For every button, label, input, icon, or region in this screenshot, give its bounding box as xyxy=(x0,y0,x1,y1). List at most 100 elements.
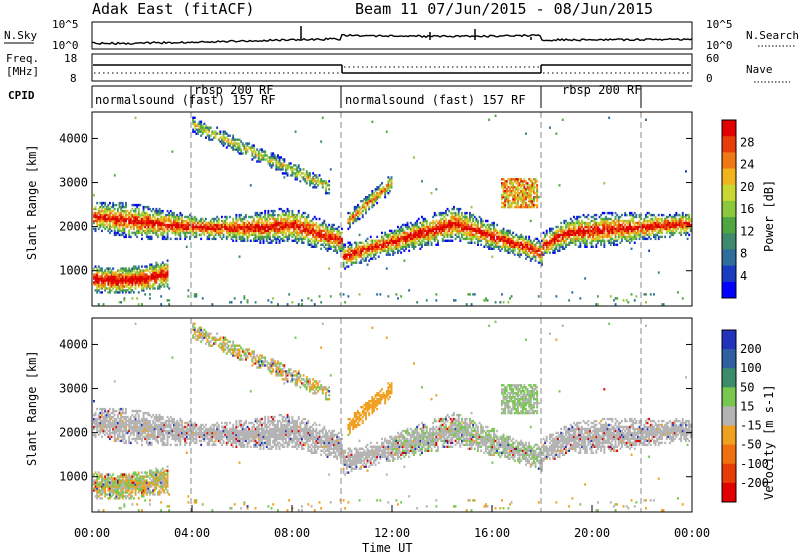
heatmap-cell xyxy=(619,241,622,244)
heatmap-cell xyxy=(259,237,262,241)
heatmap-cell xyxy=(457,211,460,215)
heatmap-cell xyxy=(331,237,334,241)
heatmap-cell xyxy=(629,221,631,225)
heatmap-cell xyxy=(230,140,233,143)
heatmap-cell xyxy=(520,196,523,199)
heatmap-cell xyxy=(94,205,97,209)
heatmap-cell xyxy=(360,200,363,203)
heatmap-cell xyxy=(270,225,273,229)
heatmap-cell xyxy=(141,283,143,286)
heatmap-cell xyxy=(577,235,580,239)
heatmap-cell xyxy=(643,233,646,237)
heatmap-cell xyxy=(390,176,393,179)
noise-sky-line xyxy=(92,26,693,46)
heatmap-cell xyxy=(533,247,535,250)
heatmap-cell xyxy=(449,239,452,242)
heatmap-cell xyxy=(161,217,164,221)
heatmap-cell xyxy=(291,235,294,239)
heatmap-cell xyxy=(288,164,291,167)
heatmap-cell xyxy=(121,233,124,237)
heatmap-cell xyxy=(118,269,121,272)
heatmap-cell xyxy=(366,203,369,207)
heatmap-cell xyxy=(185,215,188,219)
heatmap-cell xyxy=(539,261,542,264)
heatmap-cell xyxy=(291,174,294,177)
heatmap-cell xyxy=(294,130,297,133)
heatmap-cell xyxy=(195,128,198,131)
heatmap-cell xyxy=(441,213,444,217)
heatmap-cell xyxy=(544,239,547,242)
heatmap-cell xyxy=(331,231,334,235)
heatmap-cell xyxy=(269,221,271,225)
heatmap-cell xyxy=(432,215,435,219)
heatmap-cell xyxy=(208,227,211,231)
heatmap-cell xyxy=(649,217,652,221)
heatmap-cell xyxy=(117,215,119,219)
heatmap-cell xyxy=(515,205,518,209)
heatmap-cell xyxy=(109,225,111,229)
heatmap-cell xyxy=(392,233,395,237)
heatmap-cell xyxy=(416,219,419,223)
heatmap-cell xyxy=(264,227,267,231)
heatmap-cell xyxy=(603,211,606,215)
heatmap-cell xyxy=(104,287,107,290)
heatmap-cell xyxy=(353,213,356,217)
heatmap-cell xyxy=(449,215,452,219)
heatmap-cell xyxy=(349,241,351,244)
heatmap-cell xyxy=(342,253,345,256)
heatmap-cell xyxy=(256,154,259,157)
heatmap-cell xyxy=(413,237,415,241)
heatmap-cell xyxy=(486,299,489,302)
heatmap-cell xyxy=(517,192,519,195)
heatmap-cell xyxy=(504,237,507,241)
heatmap-cell xyxy=(209,227,212,231)
heatmap-cell xyxy=(131,203,134,207)
heatmap-cell xyxy=(190,215,193,219)
heatmap-cell xyxy=(163,277,166,280)
heatmap-cell xyxy=(133,265,135,268)
heatmap-cell xyxy=(160,209,163,213)
heatmap-cell xyxy=(152,275,155,278)
heatmap-cell xyxy=(169,237,172,241)
heatmap-cell xyxy=(125,221,127,225)
heatmap-cell xyxy=(485,225,487,229)
heatmap-cell xyxy=(145,233,148,237)
heatmap-cell xyxy=(529,241,532,244)
heatmap-cell xyxy=(361,257,364,260)
heatmap-cell xyxy=(161,277,164,280)
heatmap-cell xyxy=(617,237,620,241)
heatmap-cell xyxy=(165,281,167,284)
heatmap-cell xyxy=(238,142,241,145)
heatmap-cell xyxy=(99,219,102,223)
heatmap-cell xyxy=(621,229,623,233)
heatmap-cell xyxy=(603,229,606,233)
heatmap-cell xyxy=(387,233,390,237)
heatmap-cell xyxy=(195,229,198,233)
heatmap-cell xyxy=(121,289,124,292)
heatmap-cell xyxy=(267,223,270,227)
heatmap-cell xyxy=(408,249,411,252)
heatmap-cell xyxy=(245,233,247,237)
heatmap-cell xyxy=(537,253,540,256)
heatmap-cell xyxy=(512,182,515,185)
heatmap-cell xyxy=(281,223,284,227)
heatmap-cell xyxy=(328,229,331,233)
heatmap-cell xyxy=(528,188,531,191)
heatmap-cell xyxy=(632,237,635,241)
heatmap-cell xyxy=(600,223,603,227)
heatmap-cell xyxy=(245,152,247,155)
heatmap-cell xyxy=(96,223,99,227)
heatmap-cell xyxy=(579,245,582,248)
heatmap-cell xyxy=(457,217,460,221)
heatmap-cell xyxy=(387,239,390,242)
heatmap-cell xyxy=(187,223,190,227)
heatmap-cell xyxy=(126,279,129,282)
heatmap-cell xyxy=(153,275,156,278)
heatmap-cell xyxy=(457,215,460,219)
heatmap-cell xyxy=(533,186,535,189)
heatmap-cell xyxy=(499,249,502,252)
heatmap-cell xyxy=(315,237,318,241)
heatmap-cell xyxy=(153,279,156,282)
heatmap-cell xyxy=(257,156,260,159)
heatmap-cell xyxy=(280,217,283,221)
